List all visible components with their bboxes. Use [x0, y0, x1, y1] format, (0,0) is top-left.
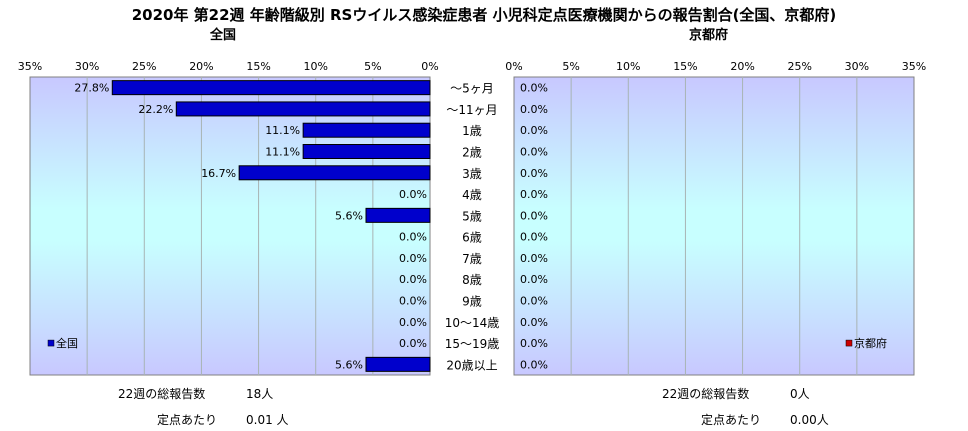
national-data-label: 0.0% — [399, 295, 427, 308]
national-x-tick-label: 35% — [18, 60, 42, 73]
national-data-label: 0.0% — [399, 273, 427, 286]
national-x-tick-label: 20% — [189, 60, 213, 73]
kyoto-data-label: 0.0% — [520, 231, 548, 244]
kyoto-data-label: 0.0% — [520, 295, 548, 308]
category-label: 3歳 — [462, 167, 482, 181]
category-label: 8歳 — [462, 273, 482, 287]
kyoto-data-label: 0.0% — [520, 124, 548, 137]
kyoto-data-label: 0.0% — [520, 358, 548, 371]
kyoto-x-tick-label: 35% — [902, 60, 926, 73]
national-bar — [365, 356, 431, 372]
national-data-label: 5.6% — [335, 358, 363, 371]
kyoto-data-label: 0.0% — [520, 252, 548, 265]
category-label: 7歳 — [462, 252, 482, 266]
category-label: 20歳以上 — [446, 358, 497, 372]
kyoto-data-label: 0.0% — [520, 82, 548, 95]
kyoto-legend-label: 京都府 — [854, 336, 887, 350]
kyoto-x-tick-label: 20% — [730, 60, 754, 73]
kyoto-data-label: 0.0% — [520, 273, 548, 286]
national-data-label: 11.1% — [265, 124, 300, 137]
national-data-label: 5.6% — [335, 209, 363, 222]
national-total-label: 22週の総報告数 — [118, 387, 206, 401]
national-data-label: 0.0% — [399, 316, 427, 329]
kyoto-per-label: 定点あたり — [701, 413, 762, 427]
national-bar — [365, 207, 431, 223]
national-data-label: 16.7% — [201, 167, 236, 180]
national-data-label: 0.0% — [399, 252, 427, 265]
page-title: 2020年 第22週 年齢階級別 RSウイルス感染症患者 小児科定点医療機関から… — [131, 6, 837, 24]
national-plot-background — [29, 76, 431, 376]
national-x-tick-label: 15% — [246, 60, 270, 73]
national-data-label: 11.1% — [265, 146, 300, 159]
category-label: 4歳 — [462, 188, 482, 202]
national-legend-label: 全国 — [56, 336, 78, 350]
category-label: ～5ヶ月 — [450, 82, 494, 96]
national-x-tick-label: 30% — [75, 60, 99, 73]
kyoto-chart-title: 京都府 — [689, 28, 729, 43]
national-data-label: 22.2% — [138, 103, 173, 116]
kyoto-x-tick-label: 5% — [562, 60, 579, 73]
category-labels: ～5ヶ月 ～11ヶ月 1歳 2歳 3歳 4歳 5歳 6歳 7歳 8歳 9歳 10～14歳 15～19歳 2… — [445, 82, 500, 373]
category-label: ～11ヶ月 — [446, 103, 497, 117]
category-label: 10～14歳 — [445, 316, 500, 330]
category-label: 9歳 — [462, 295, 482, 309]
national-total-value: 18人 — [246, 387, 274, 401]
national-data-label: 27.8% — [74, 82, 109, 95]
kyoto-legend-swatch — [845, 339, 853, 347]
national-chart-title: 全国 — [210, 28, 237, 43]
national-per-value: 0.01 人 — [246, 413, 289, 427]
national-per-label: 定点あたり — [157, 413, 218, 427]
kyoto-plot-background — [513, 76, 915, 376]
national-bar — [238, 165, 431, 181]
kyoto-data-label: 0.0% — [520, 209, 548, 222]
category-label: 1歳 — [462, 124, 482, 138]
kyoto-x-tick-label: 10% — [616, 60, 640, 73]
category-label: 5歳 — [462, 209, 482, 223]
kyoto-data-label: 0.0% — [520, 188, 548, 201]
national-data-label: 0.0% — [399, 337, 427, 350]
kyoto-plot-area: 0% 5% 10% 15% 20% 25% 30% 35% 0.0% 0.0% 0.0% 0.0% 0.… — [505, 60, 926, 376]
national-bar — [302, 122, 431, 138]
national-data-label: 0.0% — [399, 188, 427, 201]
kyoto-data-label: 0.0% — [520, 167, 548, 180]
kyoto-per-value: 0.00人 — [790, 413, 829, 427]
national-x-tick-label: 5% — [364, 60, 381, 73]
national-x-tick-label: 0% — [421, 60, 438, 73]
category-label: 15～19歳 — [445, 337, 500, 351]
kyoto-total-value: 0人 — [790, 387, 810, 401]
category-label: 6歳 — [462, 231, 482, 245]
category-label: 2歳 — [462, 146, 482, 160]
national-bar — [111, 80, 431, 96]
kyoto-total-label: 22週の総報告数 — [662, 387, 750, 401]
kyoto-data-label: 0.0% — [520, 316, 548, 329]
kyoto-x-tick-label: 25% — [787, 60, 811, 73]
national-data-label: 0.0% — [399, 231, 427, 244]
kyoto-x-tick-label: 0% — [505, 60, 522, 73]
national-x-tick-label: 25% — [132, 60, 156, 73]
national-x-tick-label: 10% — [303, 60, 327, 73]
national-legend-swatch — [47, 339, 55, 347]
kyoto-data-label: 0.0% — [520, 337, 548, 350]
national-bar — [175, 101, 431, 117]
national-bar — [302, 144, 431, 159]
kyoto-data-label: 0.0% — [520, 146, 548, 159]
national-plot-area: 0% 5% 10% 15% 20% 25% 30% 35% 27.8% 22.2% 11.1% 11.… — [18, 60, 439, 376]
kyoto-data-label: 0.0% — [520, 103, 548, 116]
kyoto-x-tick-label: 30% — [845, 60, 869, 73]
kyoto-x-tick-label: 15% — [673, 60, 697, 73]
